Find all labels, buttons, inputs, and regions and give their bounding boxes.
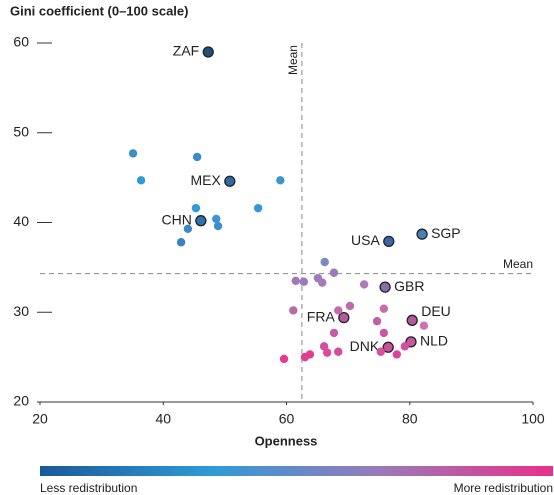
point-label: USA xyxy=(351,232,380,248)
y-tick-label: 20 xyxy=(13,393,29,409)
scatter-point xyxy=(329,328,339,338)
scatter-point xyxy=(136,176,146,185)
scatter-point xyxy=(191,203,201,213)
scatter-point xyxy=(416,228,428,240)
colorbar-high-label: More redistribution xyxy=(454,481,553,495)
colorbar xyxy=(40,466,553,476)
scatter-point xyxy=(338,311,350,324)
scatter-point xyxy=(319,342,329,351)
scatter-point xyxy=(376,347,385,356)
scatter-point xyxy=(212,214,221,224)
scatter-point xyxy=(392,350,402,359)
y-tick-label: 30 xyxy=(13,303,29,319)
scatter-point xyxy=(202,46,214,58)
scatter-point xyxy=(289,306,298,315)
scatter-point xyxy=(382,341,394,353)
scatter-point xyxy=(359,280,369,289)
scatter-point xyxy=(253,203,263,213)
point-label: FRA xyxy=(307,308,336,324)
scatter-point xyxy=(406,314,418,326)
scatter-point xyxy=(192,152,202,162)
scatter-point xyxy=(300,352,310,362)
scatter-point xyxy=(279,354,289,364)
scatter-point xyxy=(322,348,332,357)
scatter-point xyxy=(334,306,343,315)
y-tick-label: 40 xyxy=(13,213,29,229)
x-axis-title: Openness xyxy=(255,433,318,448)
scatter-point xyxy=(128,149,138,158)
scatter-point xyxy=(400,342,410,351)
y-tick-label: 50 xyxy=(13,123,29,139)
point-label: MEX xyxy=(190,172,221,188)
scatter-point xyxy=(291,276,300,286)
x-tick-label: 80 xyxy=(402,411,418,427)
scatter-point xyxy=(213,221,223,231)
mean-y-label: Mean xyxy=(503,257,533,271)
point-label: NLD xyxy=(420,333,448,349)
scatter-point xyxy=(419,321,429,330)
mean-x-label: Mean xyxy=(286,45,300,75)
y-tick-label: 60 xyxy=(13,34,29,50)
colorbar-low-label: Less redistribution xyxy=(40,481,137,495)
point-label: ZAF xyxy=(173,43,199,59)
scatter-point xyxy=(345,301,355,311)
scatter-point xyxy=(379,304,389,313)
scatter-point xyxy=(176,238,186,247)
scatter-point xyxy=(183,224,193,233)
scatter-point xyxy=(372,317,382,326)
x-tick-label: 40 xyxy=(155,411,171,427)
x-tick-label: 20 xyxy=(32,411,48,427)
scatter-point xyxy=(224,175,236,187)
scatter-point xyxy=(320,257,329,267)
y-axis-title: Gini coefficient (0–100 scale) xyxy=(10,3,188,18)
point-label: CHN xyxy=(161,211,191,227)
point-label: DEU xyxy=(421,303,451,319)
scatter-point xyxy=(379,328,389,338)
scatter-point xyxy=(334,347,343,356)
scatter-point xyxy=(195,215,207,227)
scatter-point xyxy=(276,176,285,185)
point-label: SGP xyxy=(431,225,461,241)
scatter-point xyxy=(329,268,339,277)
x-tick-label: 60 xyxy=(279,411,295,427)
point-label: DNK xyxy=(350,338,380,354)
point-label: GBR xyxy=(394,278,424,294)
x-tick-label: 100 xyxy=(521,411,545,427)
scatter-point xyxy=(383,235,395,247)
scatter-point xyxy=(299,277,308,286)
scatter-point xyxy=(318,278,327,287)
scatter-point xyxy=(379,281,391,293)
